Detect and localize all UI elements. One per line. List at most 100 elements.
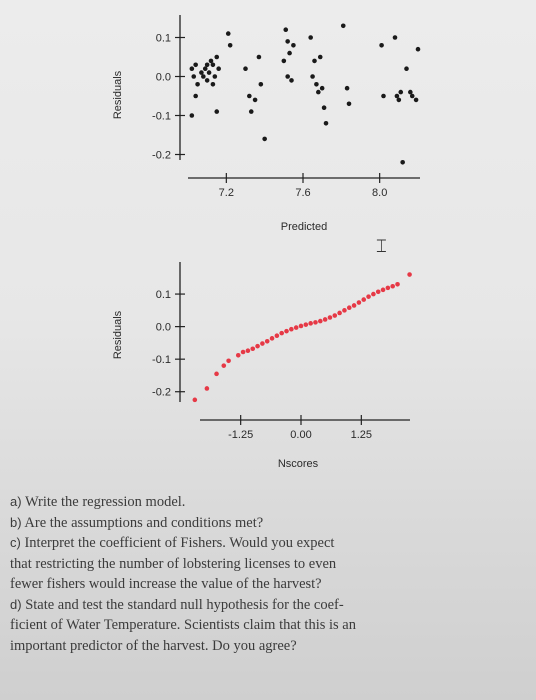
data-point xyxy=(202,66,208,71)
data-point xyxy=(381,93,386,99)
data-point xyxy=(191,74,197,79)
data-point xyxy=(319,85,325,91)
data-point xyxy=(250,346,256,352)
data-point xyxy=(313,320,318,325)
data-point xyxy=(293,325,299,330)
y-tick-label: 0.0 xyxy=(156,72,171,84)
data-point xyxy=(291,43,296,48)
y-tick-label: 0.1 xyxy=(156,289,171,301)
data-point xyxy=(243,66,248,71)
data-point xyxy=(193,93,198,99)
x-axis-title: Predicted xyxy=(281,221,327,233)
data-point xyxy=(346,305,352,311)
data-point xyxy=(332,313,338,318)
data-point xyxy=(395,281,400,287)
data-point xyxy=(204,62,210,68)
x-tick-label: 1.25 xyxy=(351,429,372,441)
data-point xyxy=(310,74,315,79)
question-line: c) Interpret the coefficient of Fishers.… xyxy=(10,535,335,551)
data-point xyxy=(342,308,347,313)
data-point xyxy=(204,78,210,83)
y-tick-label: -0.2 xyxy=(152,387,171,399)
exercise-questions: a) Write the regression model. b) Are th… xyxy=(10,492,530,656)
data-point xyxy=(398,89,404,95)
data-point xyxy=(214,54,220,60)
data-point xyxy=(303,322,309,327)
y-tick-label: 0.0 xyxy=(156,322,171,334)
data-point xyxy=(225,31,231,36)
question-line: a) Write the regression model. xyxy=(10,494,186,510)
data-point xyxy=(321,105,327,110)
data-point xyxy=(327,315,333,320)
data-point xyxy=(322,317,328,322)
data-point xyxy=(240,349,246,355)
data-point xyxy=(189,66,195,71)
question-line: b) Are the assumptions and conditions me… xyxy=(10,514,264,531)
x-tick-label: -1.25 xyxy=(228,429,253,441)
question-line: fewer fishers would increase the value o… xyxy=(10,576,322,592)
data-point xyxy=(256,54,262,60)
data-point xyxy=(337,310,342,316)
data-point xyxy=(255,343,260,349)
question-line: that restricting the number of lobsterin… xyxy=(10,555,337,572)
data-point xyxy=(199,70,204,75)
data-point xyxy=(390,283,395,289)
data-point xyxy=(356,300,362,305)
data-point xyxy=(192,397,198,403)
data-point xyxy=(287,50,292,56)
x-tick-label: 7.6 xyxy=(295,187,310,199)
data-point xyxy=(274,333,280,339)
data-point xyxy=(308,35,313,40)
data-point xyxy=(340,23,346,29)
data-point xyxy=(206,70,212,75)
data-point xyxy=(366,294,371,299)
x-tick-label: 0.00 xyxy=(290,429,311,441)
data-point xyxy=(344,85,350,91)
data-point xyxy=(375,289,381,295)
text-cursor-icon: ⌶ xyxy=(376,236,387,257)
question-line: d) State and test the standard null hypo… xyxy=(10,596,344,613)
y-axis-title: Residuals xyxy=(112,70,124,119)
data-point xyxy=(308,321,313,326)
data-point xyxy=(221,363,227,368)
x-tick-label: 7.2 xyxy=(219,187,234,199)
data-point xyxy=(289,78,294,83)
data-point xyxy=(216,66,221,71)
data-point xyxy=(210,62,216,68)
data-point xyxy=(214,109,220,114)
data-point xyxy=(380,287,386,293)
data-point xyxy=(264,338,270,344)
data-point xyxy=(258,82,264,87)
data-point xyxy=(371,291,376,297)
data-point xyxy=(407,272,412,277)
data-point xyxy=(227,43,233,48)
data-point xyxy=(245,348,251,354)
data-point xyxy=(323,121,329,126)
data-point xyxy=(400,160,405,165)
data-point xyxy=(413,97,419,103)
data-point xyxy=(396,97,402,103)
data-point xyxy=(269,336,275,341)
data-point xyxy=(285,39,290,44)
data-point xyxy=(394,93,400,99)
data-point xyxy=(409,93,415,99)
data-point xyxy=(210,82,216,87)
data-point xyxy=(404,66,409,71)
data-point xyxy=(252,97,258,103)
data-point xyxy=(285,74,290,79)
y-tick-label: -0.1 xyxy=(152,111,171,123)
data-point xyxy=(189,113,195,118)
data-point xyxy=(408,89,413,95)
y-axis-title: Residuals xyxy=(112,310,124,359)
data-point xyxy=(351,303,357,308)
data-point xyxy=(289,326,294,332)
data-point xyxy=(226,358,231,364)
data-point xyxy=(262,136,267,142)
data-point xyxy=(214,371,219,377)
data-point xyxy=(279,330,284,336)
data-point xyxy=(385,285,391,291)
y-tick-label: 0.1 xyxy=(156,33,171,45)
data-point xyxy=(379,43,384,48)
data-point xyxy=(312,58,317,64)
